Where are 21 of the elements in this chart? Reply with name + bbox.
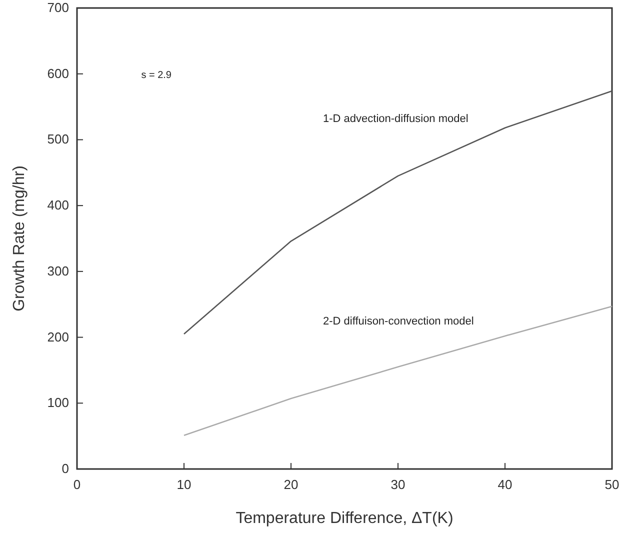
- x-tick-label: 30: [390, 477, 406, 492]
- x-tick-label: 50: [604, 477, 620, 492]
- x-tick-label: 10: [176, 477, 192, 492]
- y-tick-label: 600: [47, 66, 69, 81]
- y-axis-title: Growth Rate (mg/hr): [11, 166, 28, 312]
- x-tick-label: 20: [284, 477, 298, 492]
- series-label: 1-D advection-diffusion model: [323, 112, 468, 125]
- series-label: 2-D diffuison-convection model: [323, 315, 474, 328]
- annotation: s = 2.9: [141, 70, 172, 81]
- x-tick-label: 0: [73, 477, 81, 492]
- y-tick-label: 100: [47, 395, 69, 410]
- x-tick-label: 40: [498, 477, 512, 492]
- line-series: [183, 306, 613, 436]
- y-tick-label: 700: [47, 0, 69, 15]
- y-tick-label: 300: [47, 263, 69, 278]
- y-tick-label: 500: [47, 132, 69, 147]
- y-tick-label: 200: [47, 329, 69, 344]
- line-series: [183, 90, 613, 335]
- y-tick-label: 400: [47, 198, 69, 213]
- y-tick-label: 0: [62, 461, 69, 476]
- x-axis-title: Temperature Difference, ΔT(K): [236, 510, 454, 527]
